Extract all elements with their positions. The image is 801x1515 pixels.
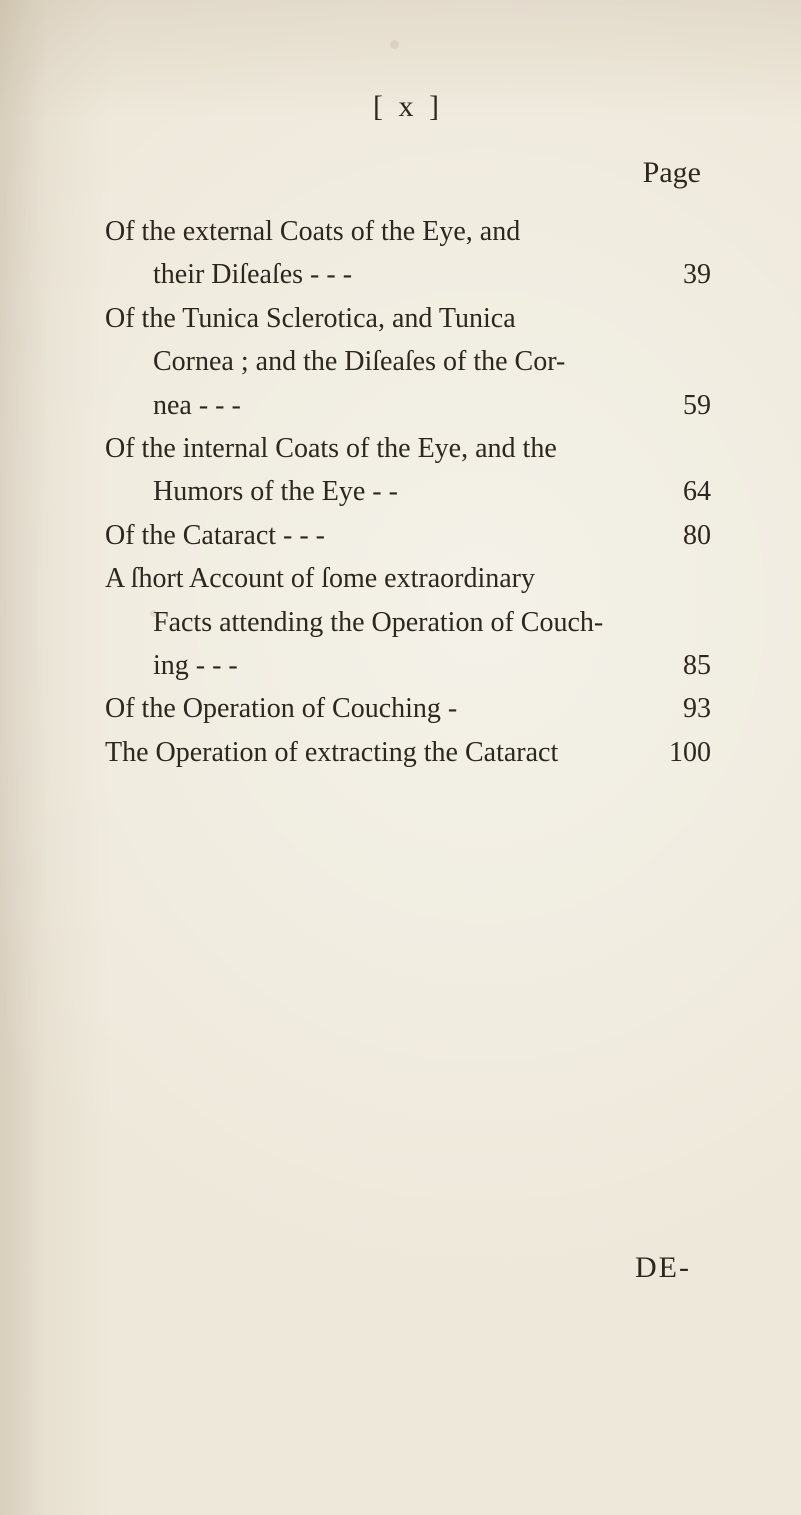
toc-text: Cornea ; and the Diſeaſes of the Cor-: [153, 340, 641, 383]
catchword: DE-: [635, 1251, 691, 1285]
running-head-page: Page: [105, 156, 701, 190]
toc-text: Humors of the Eye - -: [153, 470, 641, 513]
toc-page-number: 100: [641, 731, 711, 774]
toc-text: A ſhort Account of ſome extraordinary: [105, 557, 641, 600]
toc-page-number: 80: [641, 514, 711, 557]
toc-text: their Diſeaſes - - -: [153, 253, 641, 296]
toc-text: The Operation of extracting the Cataract: [105, 731, 641, 774]
toc-entry: their Diſeaſes - - - 39: [105, 253, 711, 296]
toc-entry: Of the Tunica Sclerotica, and Tunica: [105, 297, 711, 340]
toc-text: ing - - -: [153, 644, 641, 687]
toc-entry: Of the Operation of Couching - 93: [105, 687, 711, 730]
toc-entry: ing - - - 85: [105, 644, 711, 687]
toc-entry: The Operation of extracting the Cataract…: [105, 731, 711, 774]
toc-page-number: 39: [641, 253, 711, 296]
toc-text: Of the internal Coats of the Eye, and th…: [105, 427, 641, 470]
toc-entry: nea - - - 59: [105, 384, 711, 427]
toc-entry: Of the internal Coats of the Eye, and th…: [105, 427, 711, 470]
scanned-page: [ x ] Page Of the external Coats of the …: [0, 0, 801, 1515]
foxing-spot: [150, 610, 157, 617]
toc-entry: Of the external Coats of the Eye, and: [105, 210, 711, 253]
folio-marker: [ x ]: [105, 90, 711, 124]
toc-entry: Cornea ; and the Diſeaſes of the Cor-: [105, 340, 711, 383]
toc-page-number: 59: [641, 384, 711, 427]
toc-text: Of the Operation of Couching -: [105, 687, 641, 730]
foxing-spot: [390, 40, 399, 49]
toc-entry: Facts attending the Operation of Couch-: [105, 601, 711, 644]
toc-text: Of the Cataract - - -: [105, 514, 641, 557]
toc-entry: Of the Cataract - - - 80: [105, 514, 711, 557]
toc-text: Facts attending the Operation of Couch-: [153, 601, 641, 644]
toc-text: nea - - -: [153, 384, 641, 427]
toc-entry: Humors of the Eye - - 64: [105, 470, 711, 513]
toc-text: Of the external Coats of the Eye, and: [105, 210, 641, 253]
toc-page-number: 64: [641, 470, 711, 513]
toc-page-number: 93: [641, 687, 711, 730]
toc-page-number: 85: [641, 644, 711, 687]
toc-text: Of the Tunica Sclerotica, and Tunica: [105, 297, 641, 340]
toc-entry: A ſhort Account of ſome extraordinary: [105, 557, 711, 600]
